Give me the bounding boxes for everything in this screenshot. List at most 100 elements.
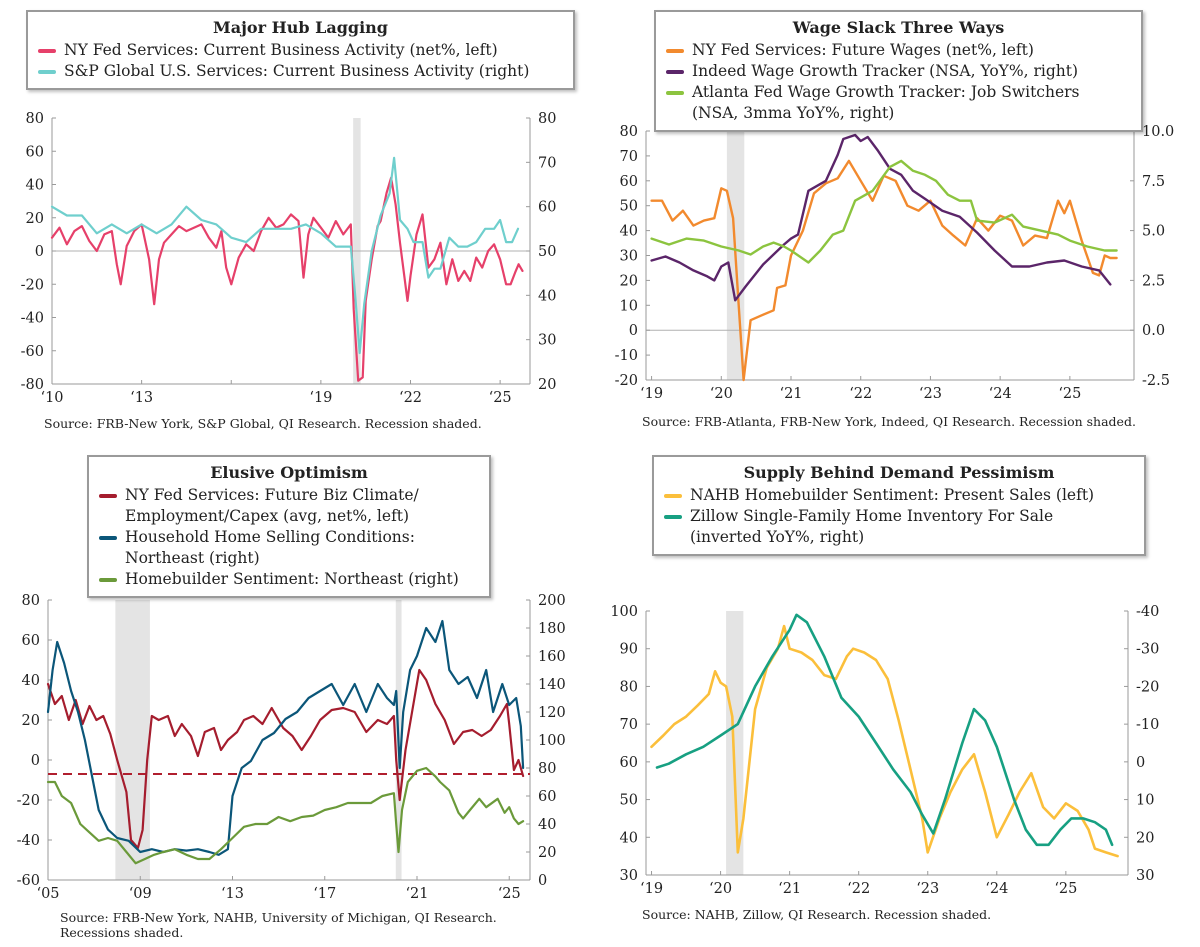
x-tick-label: ‘19: [309, 390, 332, 406]
legend-label: Zillow Single-Family Home Inventory For …: [690, 507, 1054, 546]
legend-swatch: [664, 515, 682, 519]
x-tick-label: ‘22: [847, 881, 870, 897]
left-tick-label: -80: [21, 377, 44, 393]
chart-3-title: Elusive Optimism: [210, 463, 368, 482]
chart-1-legend: Major Hub Lagging NY Fed Services: Curre…: [26, 10, 575, 90]
right-tick-label: 100: [538, 733, 566, 749]
left-tick-label: -40: [21, 311, 44, 327]
left-tick-label: 40: [620, 830, 638, 846]
right-tick-label: 160: [538, 649, 566, 665]
left-tick-label: 20: [620, 273, 638, 289]
legend-item-nahb-present-sales: NAHB Homebuilder Sentiment: Present Sale…: [664, 485, 1134, 506]
right-tick-label: 140: [538, 677, 566, 693]
right-tick-label: -2.5: [1142, 373, 1170, 389]
legend-swatch: [666, 91, 684, 95]
legend-item-zillow-inventory: Zillow Single-Family Home Inventory For …: [664, 506, 1134, 548]
x-tick-label: ‘24: [989, 386, 1012, 402]
legend-item-ny-fed-current-activity: NY Fed Services: Current Business Activi…: [38, 40, 563, 61]
chart-4-legend: Supply Behind Demand Pessimism NAHB Home…: [652, 455, 1146, 556]
legend-swatch: [666, 70, 684, 74]
legend-swatch: [99, 578, 117, 582]
legend-item-sp-global-services: S&P Global U.S. Services: Current Busine…: [38, 61, 563, 82]
recession-shade: [115, 600, 150, 880]
left-tick-label: 50: [620, 793, 638, 809]
left-tick-label: 80: [26, 111, 44, 127]
right-tick-label: -40: [1136, 604, 1159, 620]
chart-panel-1: -80 -60 -40 -20 0 20 40 60 80 20 30 40 50 60 70 80 ‘10 ‘1…: [0, 0, 600, 445]
left-tick-label: 0: [31, 753, 40, 769]
x-tick-label: ‘19: [640, 386, 663, 402]
left-tick-label: 20: [22, 713, 40, 729]
x-tick-label: ‘23: [919, 386, 942, 402]
legend-item-ny-fed-future-wages: NY Fed Services: Future Wages (net%, lef…: [666, 40, 1131, 61]
x-tick-label: ‘21: [778, 881, 801, 897]
x-tick-label: ‘25: [1058, 386, 1081, 402]
series-line-2: [650, 133, 1112, 302]
recession-shade: [726, 611, 744, 875]
left-tick-label: 70: [620, 717, 638, 733]
chart-3-source: Source: FRB-New York, NAHB, University o…: [60, 910, 497, 940]
series-line-3: [650, 159, 1118, 264]
right-tick-label: 10.0: [1142, 124, 1174, 140]
right-tick-label: 40: [538, 817, 556, 833]
right-tick-label: 30: [538, 333, 556, 349]
right-tick-label: 70: [538, 155, 556, 171]
chart-2-source: Source: FRB-Atlanta, FRB-New York, Indee…: [642, 414, 1136, 429]
right-tick-label: 200: [538, 593, 566, 609]
left-tick-label: 10: [620, 298, 638, 314]
right-tick-label: 120: [538, 705, 566, 721]
legend-swatch: [38, 70, 56, 74]
right-tick-label: 180: [538, 621, 566, 637]
series-line-3: [46, 766, 525, 865]
x-tick-label: ‘09: [129, 886, 152, 902]
chart-3-legend: Elusive Optimism NY Fed Services: Future…: [87, 455, 491, 598]
legend-label: NY Fed Services: Future Wages (net%, lef…: [692, 41, 1034, 59]
chart-4-title: Supply Behind Demand Pessimism: [743, 463, 1055, 482]
right-tick-label: 40: [538, 288, 556, 304]
legend-label: Atlanta Fed Wage Growth Tracker: Job Swi…: [692, 83, 1080, 122]
series-line-1: [650, 624, 1119, 858]
series-line-1: [650, 159, 1118, 382]
legend-item-home-selling-conditions: Household Home Selling Conditions: North…: [99, 527, 479, 569]
right-tick-label: 2.5: [1142, 273, 1165, 289]
right-tick-label: 80: [538, 111, 556, 127]
left-tick-label: 90: [620, 642, 638, 658]
legend-label: Household Home Selling Conditions: North…: [125, 528, 415, 567]
x-tick-label: ‘25: [1054, 881, 1077, 897]
x-tick-label: ‘25: [498, 886, 521, 902]
x-tick-label: ‘17: [313, 886, 336, 902]
chart-1-source: Source: FRB-New York, S&P Global, QI Res…: [44, 416, 482, 431]
legend-swatch: [99, 536, 117, 540]
left-tick-label: 30: [620, 249, 638, 265]
right-tick-label: 5.0: [1142, 224, 1165, 240]
right-tick-label: 20: [538, 845, 556, 861]
right-tick-label: 7.5: [1142, 174, 1165, 190]
left-tick-label: 40: [22, 673, 40, 689]
left-tick-label: 50: [620, 199, 638, 215]
chart-panel-4: 30 40 50 60 70 80 90 100 30 20 10 0 -10 -20 -30 -40 ‘19 ‘…: [600, 447, 1200, 947]
right-tick-label: -20: [1136, 679, 1159, 695]
chart-1-plot: -80 -60 -40 -20 0 20 40 60 80 20 30 40 50 60 70 80 ‘10 ‘1…: [21, 111, 557, 406]
left-tick-label: 60: [22, 633, 40, 649]
legend-label: NY Fed Services: Future Biz Climate/ Emp…: [125, 486, 419, 525]
left-tick-label: 60: [620, 755, 638, 771]
x-tick-label: ‘19: [640, 881, 663, 897]
left-tick-label: 100: [610, 604, 638, 620]
left-tick-label: 60: [26, 144, 44, 160]
right-tick-label: 80: [538, 761, 556, 777]
left-tick-label: 40: [26, 178, 44, 194]
right-tick-label: 50: [538, 244, 556, 260]
chart-panel-3: -60 -40 -20 0 20 40 60 80 0 20 40 60 80 100 120 140 160 1…: [0, 447, 600, 947]
legend-item-atlanta-fed-job-switchers: Atlanta Fed Wage Growth Tracker: Job Swi…: [666, 82, 1131, 124]
left-tick-label: -60: [17, 873, 40, 889]
right-tick-label: 30: [1136, 868, 1154, 884]
left-tick-label: 80: [620, 124, 638, 140]
x-tick-label: ‘22: [399, 390, 422, 406]
legend-item-homebuilder-northeast: Homebuilder Sentiment: Northeast (right): [99, 569, 479, 590]
legend-swatch: [664, 494, 682, 498]
left-tick-label: 80: [620, 679, 638, 695]
left-tick-label: 60: [620, 174, 638, 190]
x-tick-label: ‘20: [709, 881, 732, 897]
right-tick-label: 20: [1136, 830, 1154, 846]
x-tick-label: ‘21: [779, 386, 802, 402]
